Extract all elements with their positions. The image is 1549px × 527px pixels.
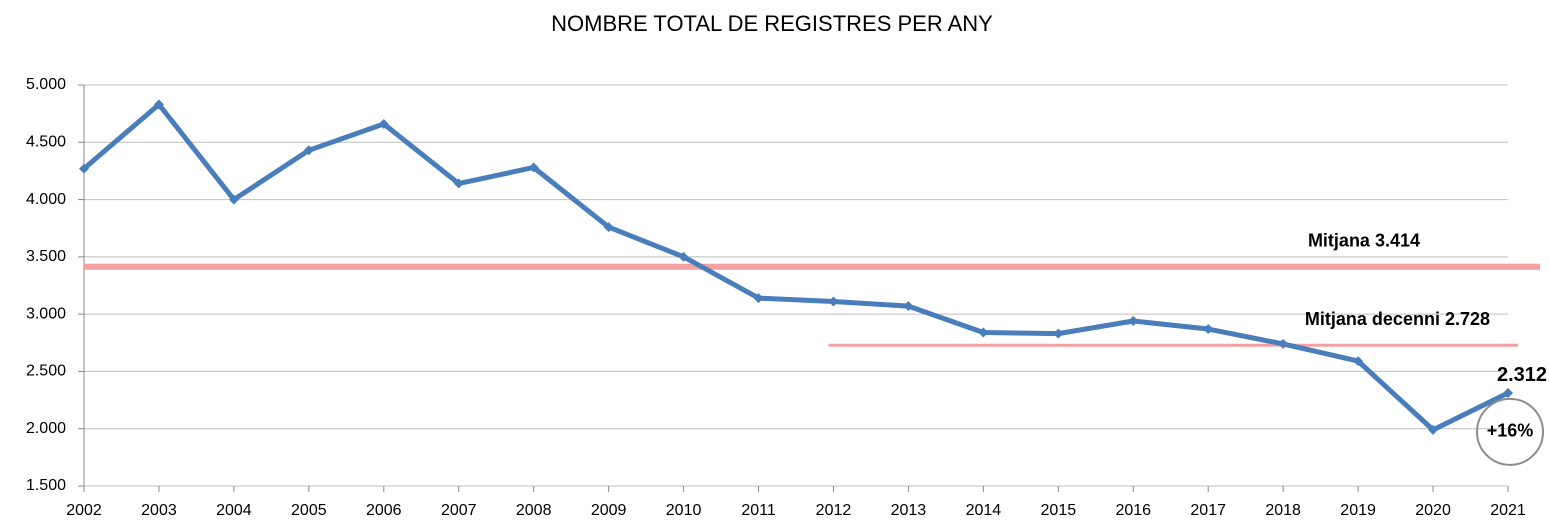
data-point <box>303 145 314 156</box>
data-point <box>1353 356 1364 367</box>
annotation-circle <box>1476 397 1544 466</box>
x-tick-label: 2020 <box>1415 502 1451 519</box>
data-point <box>678 251 689 262</box>
annotation: +16% <box>1487 421 1534 441</box>
x-tick-label: 2006 <box>366 502 402 519</box>
x-tick-label: 2014 <box>966 502 1002 519</box>
y-tick-label: 2.000 <box>26 420 66 437</box>
data-line <box>82 101 1510 433</box>
y-tick-label: 3.500 <box>26 248 66 265</box>
y-tick-label: 1.500 <box>26 477 66 494</box>
x-tick-label: 2007 <box>441 502 477 519</box>
data-point <box>228 194 239 205</box>
x-tick-label: 2019 <box>1340 502 1376 519</box>
data-point <box>828 296 839 307</box>
data-point <box>903 301 914 312</box>
data-point <box>1203 324 1214 335</box>
x-tick-label: 2018 <box>1265 502 1301 519</box>
y-tick-label: 4.500 <box>26 134 66 151</box>
data-point <box>753 293 764 304</box>
x-tick-label: 2005 <box>291 502 327 519</box>
reference-label: Mitjana decenni 2.728 <box>1305 309 1490 329</box>
y-tick-label: 3.000 <box>26 305 66 322</box>
chart-title: NOMBRE TOTAL DE REGISTRES PER ANY <box>551 11 993 36</box>
x-tick-label: 2011 <box>741 502 776 519</box>
x-tick-label: 2021 <box>1490 502 1526 519</box>
data-point <box>1128 316 1139 327</box>
x-tick-label: 2012 <box>816 502 852 519</box>
data-point <box>378 118 389 129</box>
y-tick-label: 2.500 <box>26 363 66 380</box>
reference-label: Mitjana 3.414 <box>1308 230 1420 250</box>
x-tick-label: 2015 <box>1041 502 1077 519</box>
y-tick-label: 5.000 <box>26 76 66 93</box>
data-point <box>528 162 539 173</box>
data-point <box>1053 328 1064 339</box>
x-tick-label: 2009 <box>591 502 627 519</box>
data-point <box>603 222 614 233</box>
data-point <box>978 327 989 338</box>
x-tick-label: 2008 <box>516 502 552 519</box>
data-point <box>79 163 89 174</box>
data-label: 2.312 <box>1497 364 1547 386</box>
data-point <box>453 178 464 189</box>
x-tick-label: 2013 <box>891 502 927 519</box>
y-tick-label: 4.000 <box>26 191 66 208</box>
x-tick-label: 2002 <box>66 502 102 519</box>
x-tick-label: 2017 <box>1190 502 1226 519</box>
x-tick-label: 2004 <box>216 502 252 519</box>
x-tick-label: 2010 <box>666 502 702 519</box>
x-tick-label: 2003 <box>141 502 177 519</box>
x-tick-label: 2016 <box>1115 502 1151 519</box>
data-point <box>153 99 164 110</box>
data-point <box>1428 424 1439 435</box>
data-point <box>1278 338 1289 349</box>
data-point <box>1503 387 1513 398</box>
